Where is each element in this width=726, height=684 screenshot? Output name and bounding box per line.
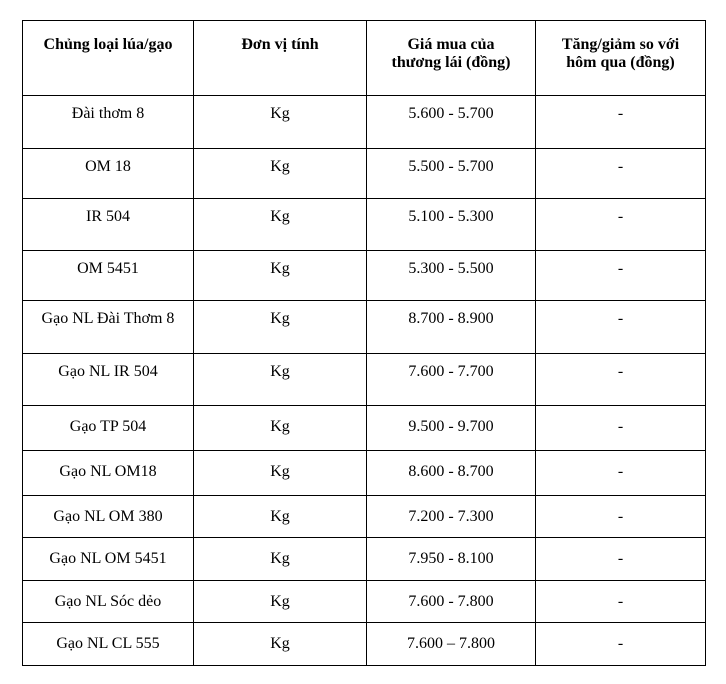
cell-type: Đài thơm 8 (22, 95, 194, 149)
cell-change: - (535, 353, 706, 406)
table-row: Gạo NL OM18 Kg 8.600 - 8.700 - (22, 450, 706, 496)
cell-unit: Kg (193, 405, 367, 451)
cell-price: 7.600 - 7.800 (366, 580, 536, 623)
header-unit: Đơn vị tính (193, 20, 367, 96)
table-row: Gạo NL CL 555 Kg 7.600 – 7.800 - (22, 622, 706, 666)
cell-change: - (535, 580, 706, 623)
header-price: Giá mua của thương lái (đồng) (366, 20, 536, 96)
cell-type: Gạo NL Sóc dẻo (22, 580, 194, 623)
table-row: Gạo TP 504 Kg 9.500 - 9.700 - (22, 405, 706, 451)
table-row: OM 5451 Kg 5.300 - 5.500 - (22, 250, 706, 301)
cell-type: Gạo NL CL 555 (22, 622, 194, 666)
cell-type: Gạo NL IR 504 (22, 353, 194, 406)
cell-unit: Kg (193, 450, 367, 496)
cell-type: OM 5451 (22, 250, 194, 301)
cell-type: Gạo NL OM18 (22, 450, 194, 496)
cell-unit: Kg (193, 495, 367, 538)
cell-price: 7.950 - 8.100 (366, 537, 536, 581)
cell-unit: Kg (193, 148, 367, 199)
table-row: OM 18 Kg 5.500 - 5.700 - (22, 148, 706, 199)
table-header-row: Chủng loại lúa/gạo Đơn vị tính Giá mua c… (22, 20, 706, 96)
cell-change: - (535, 300, 706, 354)
cell-unit: Kg (193, 580, 367, 623)
cell-change: - (535, 95, 706, 149)
cell-change: - (535, 148, 706, 199)
table-row: Gạo NL IR 504 Kg 7.600 - 7.700 - (22, 353, 706, 406)
cell-unit: Kg (193, 250, 367, 301)
cell-type: Gạo TP 504 (22, 405, 194, 451)
cell-unit: Kg (193, 537, 367, 581)
cell-unit: Kg (193, 622, 367, 666)
cell-type: Gạo NL OM 5451 (22, 537, 194, 581)
cell-type: IR 504 (22, 198, 194, 251)
cell-unit: Kg (193, 353, 367, 406)
table-row: Gạo NL Sóc dẻo Kg 7.600 - 7.800 - (22, 580, 706, 623)
cell-unit: Kg (193, 95, 367, 149)
cell-price: 5.600 - 5.700 (366, 95, 536, 149)
cell-unit: Kg (193, 300, 367, 354)
table-row: Gạo NL Đài Thơm 8 Kg 8.700 - 8.900 - (22, 300, 706, 354)
cell-unit: Kg (193, 198, 367, 251)
cell-price: 7.600 – 7.800 (366, 622, 536, 666)
cell-change: - (535, 250, 706, 301)
cell-type: Gạo NL OM 380 (22, 495, 194, 538)
cell-change: - (535, 622, 706, 666)
cell-type: OM 18 (22, 148, 194, 199)
cell-price: 9.500 - 9.700 (366, 405, 536, 451)
cell-price: 8.700 - 8.900 (366, 300, 536, 354)
table-row: IR 504 Kg 5.100 - 5.300 - (22, 198, 706, 251)
cell-change: - (535, 405, 706, 451)
cell-type: Gạo NL Đài Thơm 8 (22, 300, 194, 354)
cell-change: - (535, 450, 706, 496)
cell-price: 7.600 - 7.700 (366, 353, 536, 406)
cell-price: 8.600 - 8.700 (366, 450, 536, 496)
cell-change: - (535, 495, 706, 538)
cell-price: 5.500 - 5.700 (366, 148, 536, 199)
header-change: Tăng/giảm so với hôm qua (đồng) (535, 20, 706, 96)
table-row: Gạo NL OM 380 Kg 7.200 - 7.300 - (22, 495, 706, 538)
header-type: Chủng loại lúa/gạo (22, 20, 194, 96)
cell-price: 5.300 - 5.500 (366, 250, 536, 301)
table-row: Gạo NL OM 5451 Kg 7.950 - 8.100 - (22, 537, 706, 581)
cell-change: - (535, 537, 706, 581)
rice-price-table: Chủng loại lúa/gạo Đơn vị tính Giá mua c… (22, 20, 706, 666)
table-row: Đài thơm 8 Kg 5.600 - 5.700 - (22, 95, 706, 149)
cell-change: - (535, 198, 706, 251)
cell-price: 5.100 - 5.300 (366, 198, 536, 251)
cell-price: 7.200 - 7.300 (366, 495, 536, 538)
